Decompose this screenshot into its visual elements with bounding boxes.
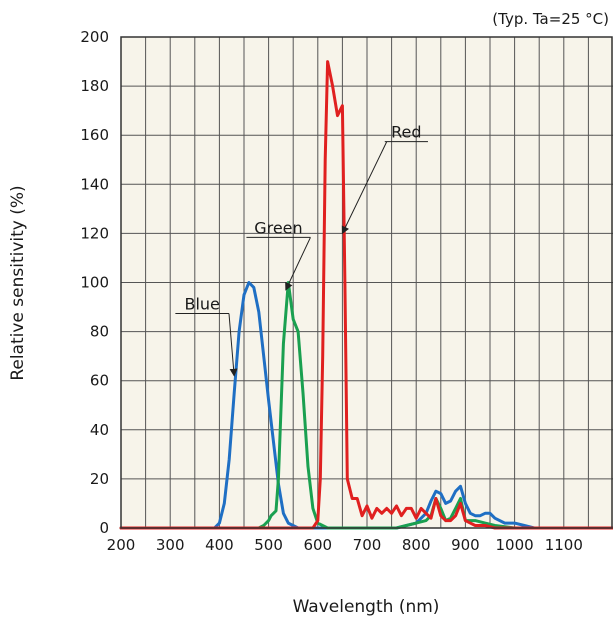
x-tick-label: 1100 xyxy=(545,536,583,554)
annotation-label-green: Green xyxy=(254,218,302,237)
condition-note: (Typ. Ta=25 °C) xyxy=(492,10,609,28)
y-tick-label: 40 xyxy=(90,421,109,439)
x-tick-label: 500 xyxy=(254,536,283,554)
x-tick-label: 600 xyxy=(303,536,332,554)
y-tick-label: 60 xyxy=(90,372,109,390)
annotations: Red Green Blue xyxy=(175,123,428,377)
y-tick-label: 20 xyxy=(90,470,109,488)
y-tick-label: 120 xyxy=(80,224,109,242)
y-axis-title: Relative sensitivity (%) xyxy=(8,185,28,380)
y-tick-labels: 0 20 40 60 80 100 120 140 160 180 200 xyxy=(80,28,109,537)
x-tick-label: 800 xyxy=(402,536,431,554)
y-tick-label: 80 xyxy=(90,323,109,341)
x-tick-label: 300 xyxy=(156,536,185,554)
y-tick-label: 100 xyxy=(80,274,109,292)
plot-frame xyxy=(120,36,613,529)
annotation-arrow xyxy=(341,141,388,235)
x-tick-label: 400 xyxy=(205,536,234,554)
annotation-arrow xyxy=(228,313,238,377)
grid xyxy=(121,37,613,528)
x-axis-title: Wavelength (nm) xyxy=(293,597,440,617)
annotation-label-blue: Blue xyxy=(184,295,219,314)
y-tick-label: 140 xyxy=(80,175,109,193)
x-tick-label: 200 xyxy=(107,536,136,554)
annotation-label-red: Red xyxy=(391,123,421,142)
x-tick-label: 1000 xyxy=(496,536,534,554)
x-tick-labels: 200 300 400 500 600 700 800 900 1000 1100 xyxy=(107,536,583,554)
y-tick-label: 160 xyxy=(80,126,109,144)
x-tick-label: 900 xyxy=(451,536,480,554)
y-tick-label: 200 xyxy=(80,28,109,46)
series-line-red xyxy=(119,60,613,530)
y-tick-label: 0 xyxy=(99,519,109,537)
y-tick-label: 180 xyxy=(80,77,109,95)
annotation-arrow xyxy=(285,237,311,291)
x-tick-label: 700 xyxy=(353,536,382,554)
